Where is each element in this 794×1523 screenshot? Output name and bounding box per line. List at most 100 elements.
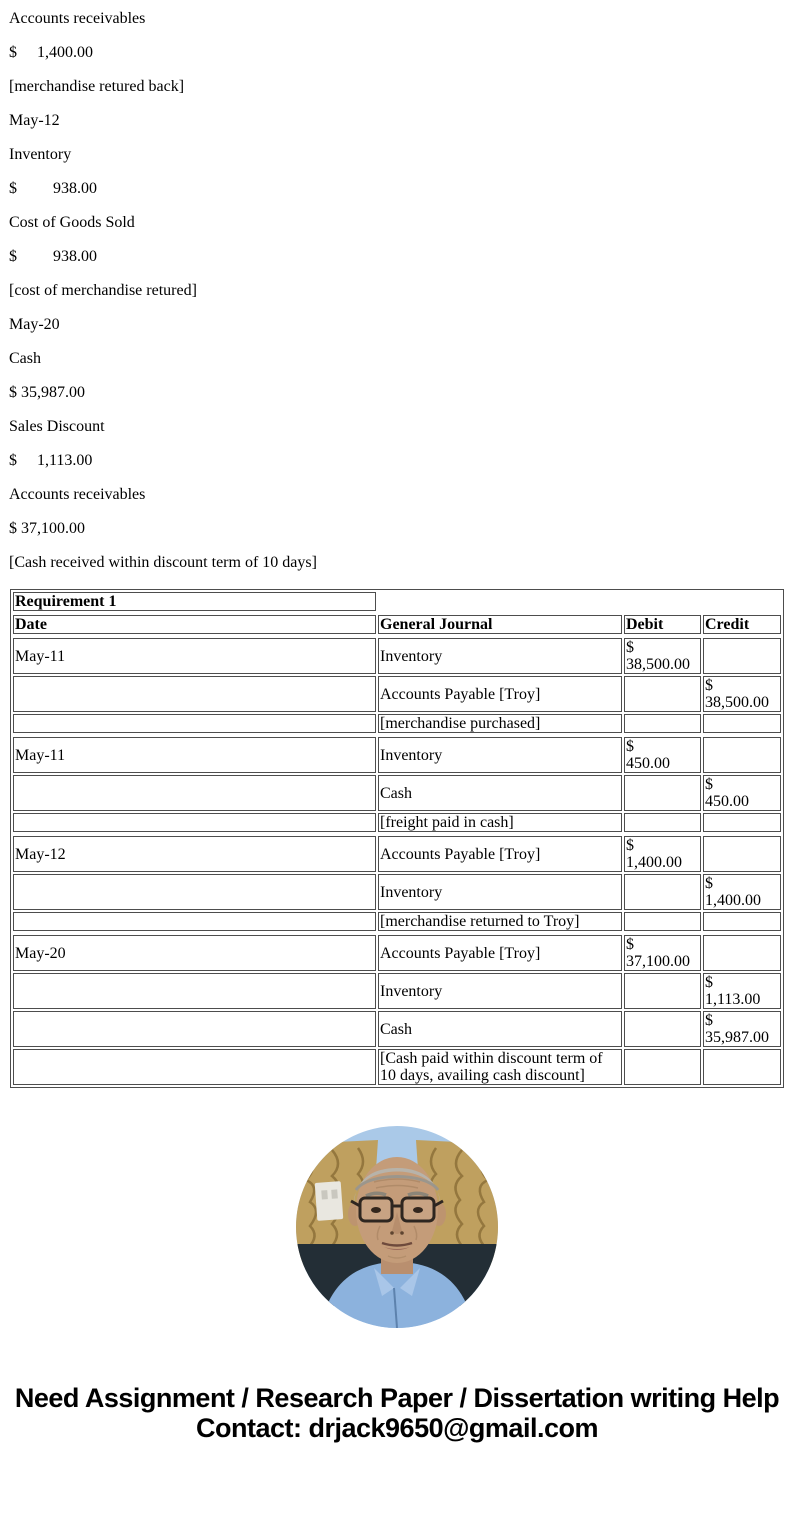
- date-cell: [13, 912, 376, 931]
- journal-row: May-20 Accounts Payable [Troy] $37,100.00: [13, 935, 781, 971]
- debit-cell: [624, 912, 701, 931]
- journal-row: May-11 Inventory $450.00: [13, 737, 781, 773]
- journal-row: Accounts Payable [Troy] $38,500.00: [13, 676, 781, 712]
- account-cell: Cash: [378, 1011, 622, 1047]
- date-cell: [13, 973, 376, 1009]
- column-header-table: Date General Journal Debit Credit: [11, 613, 783, 636]
- avatar-section: [0, 1126, 794, 1333]
- account-cell: Inventory: [378, 638, 622, 674]
- account-cell: Inventory: [378, 874, 622, 910]
- journal-entry-table: May-12 Accounts Payable [Troy] $1,400.00 In…: [11, 834, 783, 933]
- journal-entry-table: May-11 Inventory $450.00 Cash $450.00 [freigh…: [11, 735, 783, 834]
- footer-contact: Contact: drjack9650@gmail.com: [196, 1413, 598, 1443]
- avatar: [296, 1126, 498, 1328]
- account-cell: [merchandise returned to Troy]: [378, 912, 622, 931]
- text-line: [cost of merchandise retured]: [9, 282, 197, 299]
- journal-row: May-12 Accounts Payable [Troy] $1,400.00: [13, 836, 781, 872]
- avatar-switch-plate: [314, 1181, 344, 1221]
- text-line: Accounts receivables: [9, 10, 146, 27]
- debit-cell: [624, 676, 701, 712]
- text-line: Inventory: [9, 146, 72, 163]
- column-header-row: Date General Journal Debit Credit: [13, 615, 781, 634]
- journal-row: [freight paid in cash]: [13, 813, 781, 832]
- account-cell: Inventory: [378, 737, 622, 773]
- account-cell: Cash: [378, 775, 622, 811]
- requirement-row-filler: [378, 592, 781, 611]
- date-cell: [13, 874, 376, 910]
- text-line: May-12: [9, 112, 60, 129]
- text-line: Cash: [9, 350, 41, 367]
- footer-heading: Need Assignment / Research Paper / Disse…: [14, 1383, 780, 1413]
- text-line: Cost of Goods Sold: [9, 214, 135, 231]
- debit-cell: [624, 1011, 701, 1047]
- journal-row: [merchandise purchased]: [13, 714, 781, 733]
- journal-entries: May-11 Inventory $38,500.00 Accounts Payabl…: [11, 636, 783, 1087]
- text-line: Accounts receivables: [9, 486, 146, 503]
- date-cell: May-11: [13, 737, 376, 773]
- journal-row: Cash $35,987.00: [13, 1011, 781, 1047]
- date-cell: [13, 714, 376, 733]
- credit-cell: [703, 912, 781, 931]
- credit-cell: [703, 714, 781, 733]
- debit-cell: [624, 874, 701, 910]
- credit-cell: $1,400.00: [703, 874, 781, 910]
- credit-cell: $1,113.00: [703, 973, 781, 1009]
- journal-row: Inventory $1,113.00: [13, 973, 781, 1009]
- avatar-shirt: [320, 1262, 474, 1328]
- top-text-block: Accounts receivables $ 1,400.00 [merchandi…: [0, 11, 794, 571]
- debit-cell: $1,400.00: [624, 836, 701, 872]
- credit-cell: [703, 935, 781, 971]
- journal-row: [merchandise returned to Troy]: [13, 912, 781, 931]
- text-line: [Cash received within discount term of 1…: [9, 554, 317, 571]
- debit-cell: $38,500.00: [624, 638, 701, 674]
- text-line: $ 1,400.00: [9, 44, 93, 61]
- debit-cell: $450.00: [624, 737, 701, 773]
- requirement-row: Requirement 1: [13, 592, 781, 611]
- credit-cell: $35,987.00: [703, 1011, 781, 1047]
- footer-ad: Need Assignment / Research Paper / Disse…: [0, 1383, 794, 1443]
- credit-cell: [703, 737, 781, 773]
- account-cell: Accounts Payable [Troy]: [378, 935, 622, 971]
- date-cell: May-11: [13, 638, 376, 674]
- credit-cell: [703, 1049, 781, 1085]
- column-header-date: Date: [13, 615, 376, 634]
- date-cell: May-20: [13, 935, 376, 971]
- journal-entry-table: May-11 Inventory $38,500.00 Accounts Payabl…: [11, 636, 783, 735]
- text-line: $ 938.00: [9, 248, 97, 265]
- debit-cell: [624, 775, 701, 811]
- date-cell: [13, 1049, 376, 1085]
- requirement-header-table: Requirement 1: [11, 590, 783, 613]
- column-header-credit: Credit: [703, 615, 781, 634]
- journal-table-block: Requirement 1 Date General Journal Debit…: [10, 589, 784, 1088]
- date-cell: May-12: [13, 836, 376, 872]
- debit-cell: [624, 714, 701, 733]
- debit-cell: [624, 1049, 701, 1085]
- date-cell: [13, 676, 376, 712]
- account-cell: Accounts Payable [Troy]: [378, 676, 622, 712]
- debit-cell: [624, 973, 701, 1009]
- journal-row: May-11 Inventory $38,500.00: [13, 638, 781, 674]
- requirement-label: Requirement 1: [13, 592, 376, 611]
- avatar-glasses: [350, 1196, 444, 1223]
- account-cell: Accounts Payable [Troy]: [378, 836, 622, 872]
- column-header-debit: Debit: [624, 615, 701, 634]
- text-line: [merchandise retured back]: [9, 78, 185, 95]
- date-cell: [13, 775, 376, 811]
- text-line: $ 1,113.00: [9, 452, 93, 469]
- text-line: May-20: [9, 316, 60, 333]
- text-line: $ 35,987.00: [9, 384, 85, 401]
- credit-cell: [703, 813, 781, 832]
- account-cell: [Cash paid within discount term of 10 da…: [378, 1049, 622, 1085]
- debit-cell: $37,100.00: [624, 935, 701, 971]
- account-cell: [freight paid in cash]: [378, 813, 622, 832]
- journal-row: [Cash paid within discount term of 10 da…: [13, 1049, 781, 1085]
- date-cell: [13, 813, 376, 832]
- credit-cell: [703, 638, 781, 674]
- text-line: Sales Discount: [9, 418, 105, 435]
- column-header-general-journal: General Journal: [378, 615, 622, 634]
- credit-cell: $450.00: [703, 775, 781, 811]
- account-cell: [merchandise purchased]: [378, 714, 622, 733]
- text-line: $ 37,100.00: [9, 520, 85, 537]
